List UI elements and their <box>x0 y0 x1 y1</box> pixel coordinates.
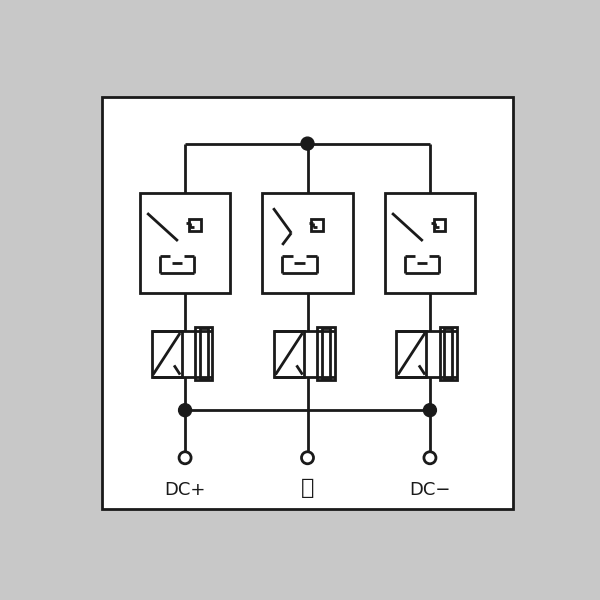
Bar <box>317 327 335 380</box>
Bar <box>102 97 513 509</box>
Bar <box>311 220 323 230</box>
Circle shape <box>424 404 436 416</box>
Bar <box>440 327 457 380</box>
Bar <box>140 193 230 293</box>
Bar <box>397 331 427 377</box>
Bar <box>262 193 353 293</box>
Bar <box>385 193 475 293</box>
Circle shape <box>301 452 314 464</box>
Circle shape <box>179 452 191 464</box>
Bar <box>195 327 212 380</box>
Text: DC−: DC− <box>409 481 451 499</box>
Bar <box>434 220 445 230</box>
Bar <box>200 328 208 379</box>
Text: DC+: DC+ <box>164 481 206 499</box>
Circle shape <box>424 452 436 464</box>
Circle shape <box>179 404 191 416</box>
Text: ⏚: ⏚ <box>301 478 314 498</box>
Bar <box>189 220 200 230</box>
Bar <box>322 328 330 379</box>
Circle shape <box>301 137 314 150</box>
Bar <box>445 328 452 379</box>
Bar <box>274 331 304 377</box>
Bar <box>152 331 182 377</box>
